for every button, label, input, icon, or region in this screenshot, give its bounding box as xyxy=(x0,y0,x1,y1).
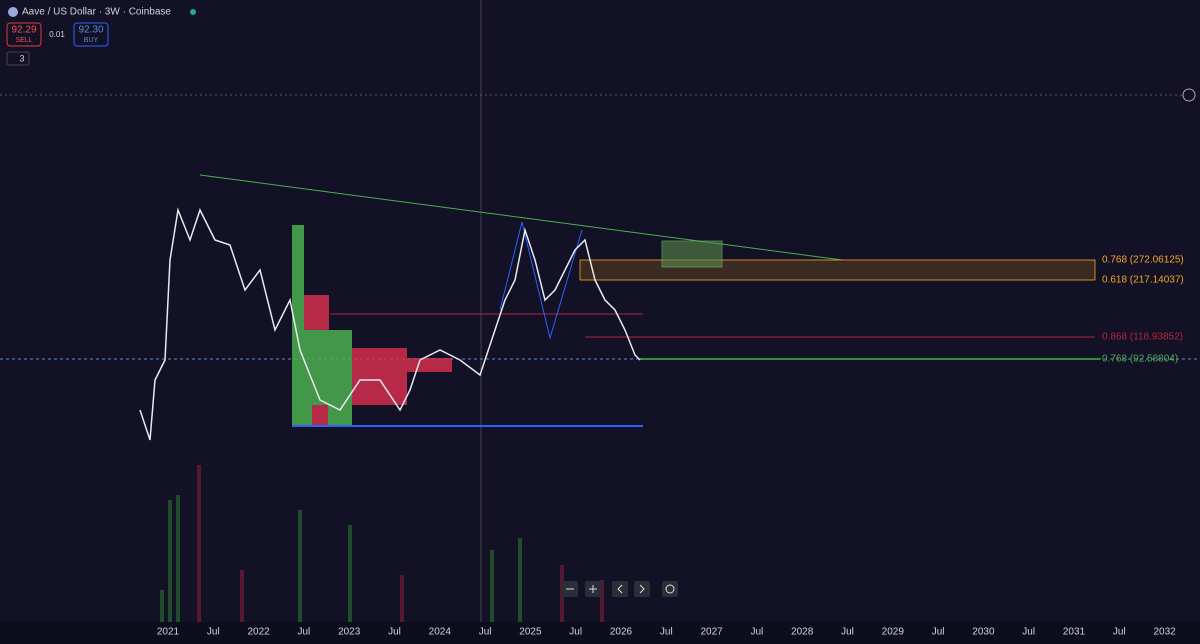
x-axis-label: 2027 xyxy=(700,627,723,638)
trend-line xyxy=(199,174,949,275)
fib-label: 0.868 (118.93852) xyxy=(1102,332,1183,343)
x-axis-label: 2028 xyxy=(791,627,814,638)
x-axis-label: Jul xyxy=(1113,627,1126,638)
x-axis-labels: 2021 Jul 2022 Jul 2023 Jul 2024 Jul 2025 Jul 2026 J… xyxy=(157,627,1176,638)
volume-bar xyxy=(240,570,244,622)
volume-bar xyxy=(298,510,302,622)
indicators-count[interactable]: 3 xyxy=(19,53,24,63)
profile-down xyxy=(304,295,329,330)
reset[interactable] xyxy=(662,581,678,597)
scroll-left[interactable] xyxy=(612,581,628,597)
scroll-left-icon xyxy=(617,584,623,594)
volume-bar xyxy=(197,465,201,622)
symbol-title: Aave / US Dollar · 3W · Coinbase xyxy=(22,7,171,18)
volume-bar xyxy=(160,590,164,622)
profile-down xyxy=(352,348,407,405)
volume-bar xyxy=(518,538,522,622)
wave-drawing xyxy=(499,221,583,340)
x-axis-label: Jul xyxy=(207,627,220,638)
sell-price[interactable]: 92.29 xyxy=(11,25,36,36)
x-axis-label: Jul xyxy=(1022,627,1035,638)
x-axis-label: 2026 xyxy=(610,627,633,638)
buy-price[interactable]: 92.30 xyxy=(78,25,103,36)
scroll-right[interactable] xyxy=(634,581,650,597)
profile-up xyxy=(292,225,304,330)
fib-label: 0.618 (217.14037) xyxy=(1102,275,1184,286)
fib-label: 0.768 (92.58804) xyxy=(1102,354,1178,365)
x-axis-label: 2021 xyxy=(157,627,180,638)
x-axis-label: Jul xyxy=(298,627,311,638)
x-axis-label: 2022 xyxy=(247,627,270,638)
volume-bar xyxy=(176,495,180,622)
x-axis-label: 2029 xyxy=(882,627,905,638)
indicators-toggle[interactable] xyxy=(6,51,30,66)
buy-button[interactable] xyxy=(73,22,109,47)
volume-bar xyxy=(400,575,404,622)
reset-icon xyxy=(665,584,675,594)
price-path xyxy=(139,207,641,441)
x-axis-label: Jul xyxy=(479,627,492,638)
volume-bar xyxy=(600,580,604,622)
spread: 0.01 xyxy=(49,30,65,39)
x-axis-label: Jul xyxy=(569,627,582,638)
add-button[interactable] xyxy=(1182,88,1196,102)
x-axis-label: Jul xyxy=(751,627,764,638)
scroll-right-icon xyxy=(639,584,645,594)
x-axis-label: 2030 xyxy=(972,627,995,638)
x-axis-label: Jul xyxy=(841,627,854,638)
x-axis-label: Jul xyxy=(388,627,401,638)
x-axis-label: 2032 xyxy=(1153,627,1176,638)
target-box xyxy=(661,240,723,268)
fib-zone xyxy=(579,259,1096,281)
fib-labels: 0.768 (272.06125) 0.618 (217.14037) 0.868 … xyxy=(1102,255,1184,365)
profile-down xyxy=(312,405,328,425)
volume-bar xyxy=(168,500,172,622)
x-axis-label: 2023 xyxy=(338,627,361,638)
fib-label: 0.768 (272.06125) xyxy=(1102,255,1184,266)
symbol-icon xyxy=(8,7,18,17)
volume-bar xyxy=(490,550,494,622)
zoom-in-icon xyxy=(589,585,597,593)
x-axis-label: 2025 xyxy=(519,627,542,638)
x-axis-label: Jul xyxy=(660,627,673,638)
nav-controls xyxy=(562,581,678,597)
x-axis-label: Jul xyxy=(932,627,945,638)
sell-label[interactable]: SELL xyxy=(15,37,32,44)
volume-profile xyxy=(292,225,452,425)
sell-button[interactable] xyxy=(6,22,42,47)
volume-bar xyxy=(348,525,352,622)
x-axis-label: 2031 xyxy=(1063,627,1086,638)
buy-label[interactable]: BUY xyxy=(84,37,99,44)
time-axis xyxy=(0,622,1200,644)
x-axis-label: 2024 xyxy=(429,627,452,638)
market-status xyxy=(190,9,196,15)
profile-down xyxy=(407,358,452,372)
